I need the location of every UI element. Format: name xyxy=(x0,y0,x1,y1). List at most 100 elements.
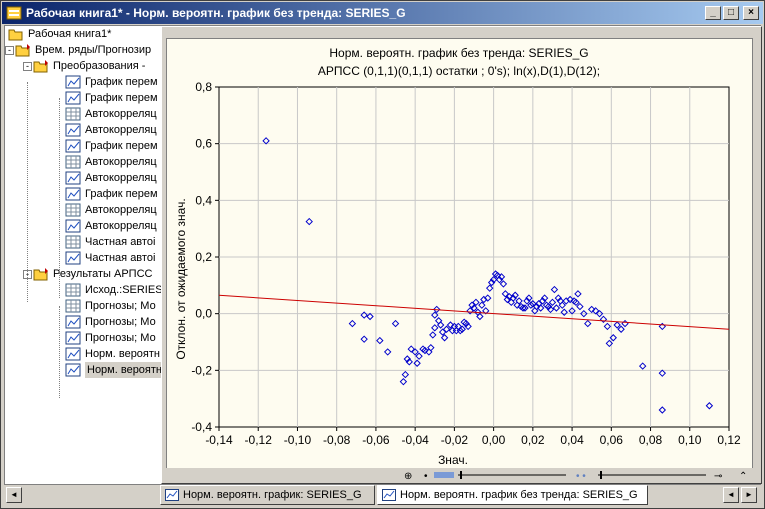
tree-connector xyxy=(59,306,60,398)
graph-window[interactable]: -0,14 -0,12 -0,10 -0,08 -0,06 -0,04 -0,02 0,00 0… xyxy=(161,26,762,484)
tree-connector xyxy=(27,82,28,302)
graph-icon xyxy=(65,219,81,233)
graph-toolbar[interactable]: ⊕ • • • ⊸ ⌃ xyxy=(166,468,753,482)
data-point xyxy=(587,305,596,314)
data-point xyxy=(399,377,408,386)
spreadsheet-icon xyxy=(65,107,81,121)
workbook-tree[interactable]: Рабочая книга1* Врем. ряды/Прогнозир - Пре… xyxy=(5,26,165,484)
data-point xyxy=(580,309,588,318)
tree-item-label: Автокорреляц xyxy=(85,156,157,168)
data-point xyxy=(487,278,496,287)
data-point xyxy=(509,294,517,302)
scroll-left-button[interactable]: ◄ xyxy=(6,487,22,503)
tree-item-label: Автокорреляц xyxy=(85,172,157,184)
tree-item-label: Исход.:SERIES xyxy=(85,284,163,296)
data-point xyxy=(391,319,400,328)
data-point xyxy=(495,275,504,284)
x-tick-label: -0,06 xyxy=(362,433,390,447)
graph-icon xyxy=(65,315,81,329)
graph-zoom-controls[interactable]: ⊕ • • • ⊸ ⌃ xyxy=(166,468,753,482)
folder-icon xyxy=(33,268,48,281)
tab-detrended-probability-plot[interactable]: Норм. вероятн. график без тренда: SERIES… xyxy=(377,485,648,505)
data-point xyxy=(529,300,537,308)
data-point xyxy=(489,275,498,284)
workbook-icon xyxy=(6,6,22,20)
y-tick-label: 0,8 xyxy=(195,80,212,94)
plot-area[interactable]: -0,14 -0,12 -0,10 -0,08 -0,06 -0,04 -0,02 0,00 0… xyxy=(166,38,753,469)
data-point xyxy=(576,302,584,311)
data-point xyxy=(609,334,617,342)
tree-collapse-toggle[interactable]: - xyxy=(23,62,32,71)
x-tick-label: 0,12 xyxy=(717,433,741,447)
data-point xyxy=(431,324,439,332)
y-tick-label: 0,4 xyxy=(195,193,212,207)
data-point xyxy=(548,298,557,307)
zoom-slider-thumb xyxy=(460,471,462,479)
maximize-button[interactable]: □ xyxy=(723,6,739,20)
graph-icon xyxy=(165,489,179,501)
y-tick-label: 0,6 xyxy=(195,137,212,151)
x-tick-label: -0,02 xyxy=(441,433,469,447)
window-titlebar[interactable]: Рабочая книга1* - Норм. вероятн. график … xyxy=(2,2,763,24)
tree-item-label: Норм. вероятн xyxy=(85,348,160,360)
data-point xyxy=(429,331,437,339)
data-point xyxy=(521,304,529,312)
spreadsheet-icon xyxy=(65,155,81,169)
data-point xyxy=(705,402,714,410)
data-point xyxy=(403,355,412,363)
data-point xyxy=(485,284,494,292)
data-point xyxy=(472,298,480,307)
y-tick-label: 0,2 xyxy=(195,250,212,264)
scatter-chart[interactable]: -0,14 -0,12 -0,10 -0,08 -0,06 -0,04 -0,02 0,00 0… xyxy=(167,39,752,468)
data-point xyxy=(538,297,547,305)
graph-icon xyxy=(65,363,81,377)
tab-probability-plot[interactable]: Норм. вероятн. график: SERIES_G xyxy=(160,485,375,505)
data-point xyxy=(605,339,614,348)
spreadsheet-icon xyxy=(65,235,81,249)
data-point xyxy=(411,348,419,356)
chart-ticks: -0,14 -0,12 -0,10 -0,08 -0,06 -0,04 -0,02 0,00 0… xyxy=(191,80,741,447)
data-point xyxy=(438,328,447,336)
data-point xyxy=(366,312,374,321)
x-tick-label: -0,08 xyxy=(323,433,351,447)
x-tick-label: 0,10 xyxy=(678,433,702,447)
graph-icon xyxy=(65,347,81,361)
data-point xyxy=(584,319,592,328)
folder-open-icon xyxy=(8,29,23,41)
data-point xyxy=(501,290,510,298)
data-point xyxy=(305,217,313,226)
tree-item-label: Результаты АРПСС xyxy=(53,268,153,280)
scroll-left-button-right[interactable]: ◄ xyxy=(723,487,739,503)
data-point xyxy=(523,297,531,305)
tree-item-label: Автокорреляц xyxy=(85,124,157,136)
data-point xyxy=(466,307,474,315)
data-point xyxy=(413,359,421,367)
data-point xyxy=(431,311,439,319)
minimize-button[interactable]: _ xyxy=(705,6,721,20)
data-point xyxy=(470,304,478,312)
expand-icon: ⌃ xyxy=(739,471,747,482)
key-icon: ⊸ xyxy=(714,471,722,482)
scroll-right-button[interactable]: ► xyxy=(741,487,757,503)
workbook-client-area: Рабочая книга1* Врем. ряды/Прогнозир - Пре… xyxy=(4,25,762,485)
slider-dots-icon: • • xyxy=(576,471,586,482)
data-point xyxy=(552,304,561,312)
data-point xyxy=(533,302,541,311)
tree-item-label: График перем xyxy=(85,140,158,152)
data-point xyxy=(515,297,523,305)
x-tick-label: -0,12 xyxy=(245,433,273,447)
data-point xyxy=(511,291,519,299)
tree-item-label: Преобразования - xyxy=(53,60,146,72)
data-point xyxy=(566,295,574,304)
chart-title: Норм. вероятн. график без тренда: SERIES… xyxy=(329,46,588,60)
chart-ylabel: Отклон. от ожидаемого знач. xyxy=(174,198,188,359)
data-point xyxy=(407,345,415,353)
data-point xyxy=(421,346,429,355)
close-button[interactable]: × xyxy=(743,6,759,20)
data-point xyxy=(360,311,368,319)
tree-item-label: Автокорреляц xyxy=(85,220,157,232)
graph-icon xyxy=(65,171,81,185)
tree-collapse-toggle[interactable]: - xyxy=(5,46,14,55)
data-point xyxy=(401,370,410,379)
graph-icon xyxy=(65,331,81,345)
